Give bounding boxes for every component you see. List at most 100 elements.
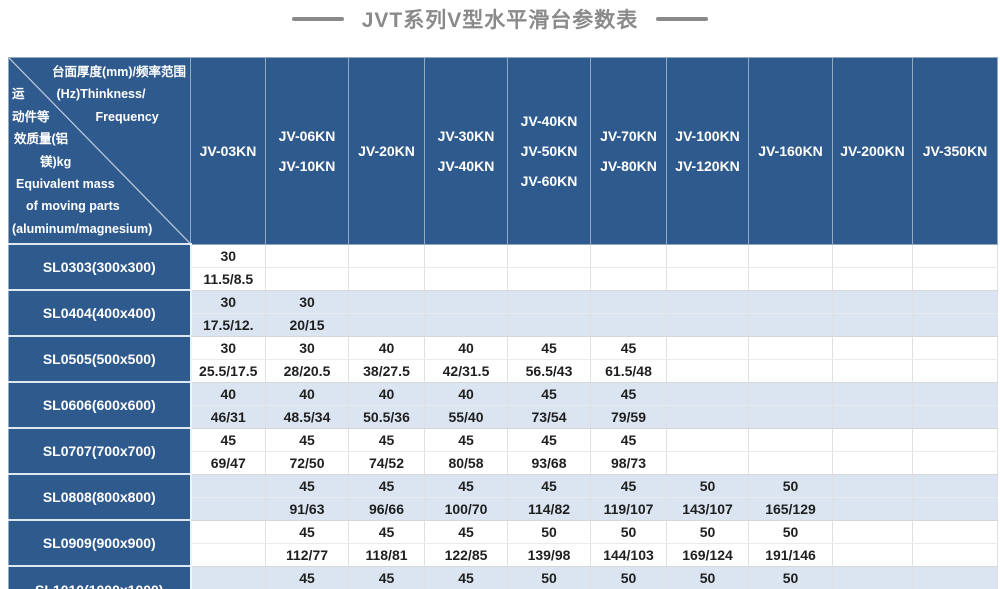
cell-frequency: 50.5/36 <box>348 405 425 429</box>
cell-thickness <box>190 474 266 498</box>
cell-thickness <box>912 336 998 360</box>
cell-thickness <box>748 382 833 406</box>
column-header-jv-30kn-jv-40kn: JV-30KN JV-40KN <box>424 57 508 245</box>
cell-thickness: 45 <box>590 474 667 498</box>
cell-frequency: 17.5/12. <box>190 313 266 337</box>
cell-thickness <box>507 244 591 268</box>
table-row-frequency: 11.5/8.5 <box>9 267 998 291</box>
cell-thickness <box>424 290 508 314</box>
cell-thickness <box>832 244 913 268</box>
corner-freq-line: Frequency <box>95 109 159 124</box>
table-row-frequency: 46/31 48.5/34 50.5/36 55/40 73/54 79/59 <box>9 405 998 429</box>
cell-thickness <box>666 382 749 406</box>
cell-thickness: 45 <box>348 566 425 589</box>
cell-thickness: 45 <box>348 474 425 498</box>
cell-thickness: 45 <box>348 520 425 544</box>
column-header-line: JV-10KN <box>278 157 336 174</box>
cell-thickness <box>912 428 998 452</box>
cell-thickness: 30 <box>190 290 266 314</box>
cell-thickness <box>912 382 998 406</box>
corner-en-1: Equivalent mass <box>16 177 115 192</box>
cell-thickness: 45 <box>265 428 349 452</box>
row-label: SL0707(700x700) <box>8 427 192 475</box>
table-body: SL0303(300x300) 30 11.5/8.5 SL0404(400x400)… <box>8 243 998 589</box>
cell-frequency <box>912 543 998 567</box>
cell-frequency <box>912 267 998 291</box>
cell-frequency <box>190 543 266 567</box>
cell-thickness <box>666 244 749 268</box>
corner-zh-1: 运 <box>12 87 25 102</box>
cell-frequency <box>912 451 998 475</box>
table-row: SL0303(300x300) 30 <box>8 243 998 291</box>
column-header-line: JV-160KN <box>758 142 823 159</box>
cell-thickness: 45 <box>424 520 508 544</box>
cell-frequency <box>748 313 833 337</box>
parameter-table: 台面厚度(mm)/频率范围 运 (Hz)Thinkness/ 动件等 Frequen… <box>8 57 998 589</box>
cell-thickness: 30 <box>265 290 349 314</box>
table-row-frequency: 91/63 96/66 100/70 114/82 119/107 143/107 165/… <box>9 497 998 521</box>
cell-thickness: 50 <box>507 520 591 544</box>
cell-frequency: 98/73 <box>590 451 667 475</box>
cell-thickness <box>748 290 833 314</box>
cell-thickness <box>832 382 913 406</box>
cell-frequency <box>590 313 667 337</box>
row-label: SL1010(1000x1000) <box>8 565 192 589</box>
column-header-jv-70kn-jv-80kn: JV-70KN JV-80KN <box>590 57 667 245</box>
cell-thickness: 30 <box>190 244 266 268</box>
column-header-jv-200kn: JV-200KN <box>832 57 913 245</box>
row-label: SL0909(900x900) <box>8 519 192 567</box>
cell-frequency: 48.5/34 <box>265 405 349 429</box>
cell-frequency <box>832 267 913 291</box>
cell-frequency <box>832 497 913 521</box>
column-header-jv-20kn: JV-20KN <box>348 57 425 245</box>
column-header-line: JV-30KN <box>437 127 495 144</box>
cell-thickness <box>748 244 833 268</box>
cell-frequency: 80/58 <box>424 451 508 475</box>
table-row-frequency: 69/47 72/50 74/52 80/58 93/68 98/73 <box>9 451 998 475</box>
column-header-line: JV-50KN <box>520 142 578 159</box>
cell-frequency <box>912 497 998 521</box>
cell-thickness: 50 <box>748 520 833 544</box>
cell-thickness: 45 <box>190 428 266 452</box>
cell-thickness: 45 <box>507 474 591 498</box>
cell-frequency <box>748 451 833 475</box>
corner-zh-2: 动件等 <box>12 109 50 124</box>
cell-frequency: 122/85 <box>424 543 508 567</box>
column-header-line: JV-60KN <box>520 172 578 189</box>
cell-frequency: 114/82 <box>507 497 591 521</box>
cell-frequency <box>832 451 913 475</box>
cell-frequency <box>666 405 749 429</box>
cell-thickness <box>832 290 913 314</box>
cell-thickness: 30 <box>265 336 349 360</box>
cell-frequency <box>666 267 749 291</box>
cell-thickness <box>912 474 998 498</box>
column-header-jv-06kn-jv-10kn: JV-06KN JV-10KN <box>265 57 349 245</box>
table-row-frequency: 112/77 118/81 122/85 139/98 144/103 169/124 19… <box>9 543 998 567</box>
cell-thickness: 50 <box>590 566 667 589</box>
cell-thickness <box>190 520 266 544</box>
cell-thickness: 45 <box>507 428 591 452</box>
cell-frequency: 139/98 <box>507 543 591 567</box>
cell-frequency <box>832 543 913 567</box>
table-row: SL0808(800x800) 45 45 45 45 45 50 50 <box>8 473 998 521</box>
cell-thickness: 45 <box>265 566 349 589</box>
row-label: SL0606(600x600) <box>8 381 192 429</box>
cell-frequency <box>912 405 998 429</box>
cell-thickness <box>912 566 998 589</box>
cell-frequency <box>912 359 998 383</box>
table-row: SL0606(600x600) 40 40 40 40 45 45 <box>8 381 998 429</box>
cell-thickness <box>832 428 913 452</box>
cell-frequency <box>348 267 425 291</box>
cell-frequency: 79/59 <box>590 405 667 429</box>
cell-frequency <box>832 359 913 383</box>
cell-frequency <box>424 267 508 291</box>
column-header-line: JV-06KN <box>278 127 336 144</box>
cell-thickness <box>748 336 833 360</box>
cell-frequency <box>666 359 749 383</box>
column-header-line: JV-120KN <box>675 157 740 174</box>
cell-thickness <box>666 336 749 360</box>
cell-thickness: 40 <box>424 336 508 360</box>
column-header-line: JV-40KN <box>437 157 495 174</box>
page-title-text: JVT系列V型水平滑台参数表 <box>361 9 639 32</box>
cell-frequency: 55/40 <box>424 405 508 429</box>
